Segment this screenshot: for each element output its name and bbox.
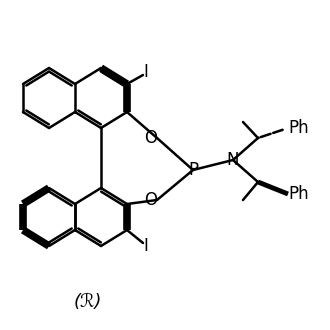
Text: O: O (144, 191, 157, 209)
Text: I: I (143, 63, 148, 81)
Text: O: O (144, 129, 157, 147)
Text: N: N (227, 151, 239, 169)
Text: I: I (143, 237, 148, 255)
Text: P: P (188, 161, 198, 179)
Text: Ph: Ph (288, 185, 309, 203)
Text: Ph: Ph (288, 119, 309, 137)
Text: (ℛ): (ℛ) (74, 293, 102, 311)
